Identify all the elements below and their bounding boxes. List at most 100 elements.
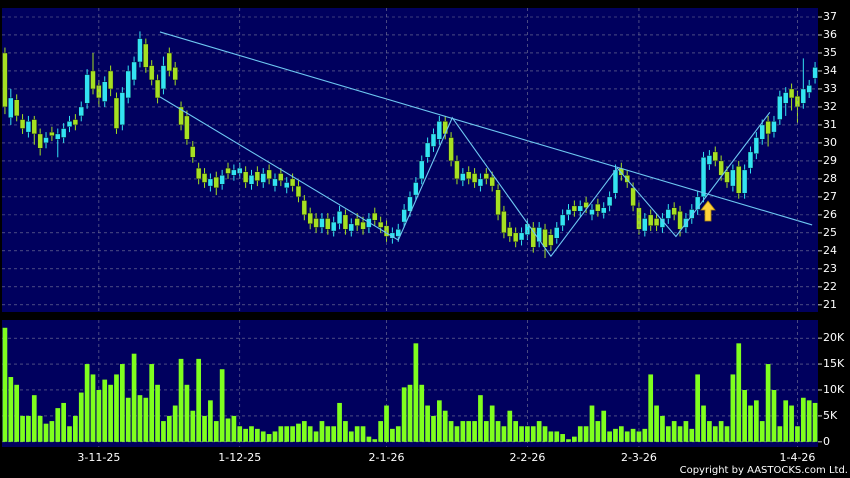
candle-body bbox=[143, 43, 149, 68]
volume-bar bbox=[237, 426, 243, 442]
candle-body bbox=[331, 221, 337, 232]
volume-bar bbox=[119, 364, 125, 442]
volume-bar bbox=[219, 369, 225, 442]
volume-bar bbox=[425, 405, 430, 442]
candle-body bbox=[671, 207, 677, 216]
candle-body bbox=[466, 171, 472, 180]
volume-bar bbox=[20, 415, 25, 442]
signal-arrow bbox=[700, 200, 716, 222]
candle-body bbox=[336, 211, 343, 225]
volume-bar bbox=[736, 343, 742, 442]
candle-body bbox=[37, 133, 43, 149]
candle-body bbox=[172, 67, 178, 81]
volume-bar bbox=[266, 434, 272, 442]
candle-body bbox=[149, 65, 155, 81]
candle-body bbox=[248, 175, 255, 185]
volume-bar bbox=[331, 426, 337, 442]
volume-bar bbox=[442, 410, 448, 442]
y-tick-label: 35 bbox=[823, 46, 837, 59]
volume-bar bbox=[513, 421, 519, 442]
y-tick-label: 28 bbox=[823, 172, 837, 185]
x-tick-label: 2-2-26 bbox=[509, 451, 545, 464]
volume-bar bbox=[390, 428, 395, 442]
volume-bar bbox=[360, 426, 366, 442]
candle-body bbox=[806, 85, 812, 93]
candle-body bbox=[372, 212, 378, 221]
volume-bar bbox=[102, 379, 108, 442]
candle-body bbox=[724, 171, 730, 183]
candle-body bbox=[8, 97, 14, 118]
candle-body bbox=[90, 70, 96, 90]
candle-body bbox=[518, 232, 525, 241]
candle-body bbox=[213, 176, 219, 189]
candle-body bbox=[442, 121, 448, 135]
volume-bar bbox=[754, 400, 759, 442]
y-tick-label: 37 bbox=[823, 10, 837, 23]
candle-body bbox=[43, 137, 49, 144]
candle-body bbox=[342, 214, 349, 230]
volume-bar bbox=[260, 431, 266, 442]
volume-bar bbox=[613, 428, 618, 442]
volume-bar bbox=[572, 436, 577, 442]
candle-body bbox=[295, 185, 302, 198]
volume-bar bbox=[795, 426, 800, 442]
volume-bar bbox=[202, 415, 207, 442]
candle-body bbox=[595, 203, 601, 212]
candle-body bbox=[266, 169, 272, 180]
volume-bar bbox=[712, 426, 718, 442]
volume-bar bbox=[161, 421, 166, 442]
y-tick-label: 15K bbox=[823, 357, 845, 370]
candle-body bbox=[348, 223, 354, 232]
volume-bar bbox=[337, 402, 342, 442]
volume-bar bbox=[806, 400, 812, 442]
volume-bar bbox=[577, 426, 583, 442]
volume-bar bbox=[213, 421, 219, 442]
candle-body bbox=[706, 155, 713, 165]
candle-body bbox=[548, 234, 554, 246]
y-tick-label: 31 bbox=[823, 118, 837, 131]
volume-bar bbox=[748, 405, 753, 442]
candle-body bbox=[718, 160, 724, 176]
volume-bar bbox=[507, 410, 513, 442]
volume-bar bbox=[131, 353, 137, 442]
volume-bar bbox=[184, 384, 190, 442]
candle-body bbox=[184, 115, 190, 140]
volume-bar bbox=[812, 402, 818, 442]
volume-bar bbox=[618, 426, 624, 442]
volume-bar bbox=[84, 364, 90, 442]
y-tick-label: 24 bbox=[823, 244, 837, 257]
volume-bar bbox=[648, 374, 654, 442]
candle-body bbox=[419, 160, 425, 180]
volume-bar bbox=[519, 426, 524, 442]
volume-bar bbox=[225, 418, 231, 442]
candle-body bbox=[783, 92, 789, 104]
candle-body bbox=[242, 171, 249, 183]
volume-bar bbox=[208, 400, 213, 442]
candle-body bbox=[430, 133, 437, 147]
candle-body bbox=[395, 229, 401, 237]
volume-bar bbox=[419, 384, 425, 442]
volume-bar bbox=[718, 421, 724, 442]
candle-body bbox=[14, 99, 20, 117]
volume-bar bbox=[460, 421, 466, 442]
candle-body bbox=[665, 209, 671, 219]
volume-bar bbox=[395, 426, 401, 442]
candle-body bbox=[84, 74, 90, 104]
y-tick-label: 36 bbox=[823, 28, 837, 41]
volume-bar bbox=[90, 374, 96, 442]
candle-body bbox=[107, 70, 114, 90]
volume-bar bbox=[125, 397, 131, 442]
volume-bar bbox=[26, 415, 31, 442]
volume-bar bbox=[155, 384, 160, 442]
volume-bar bbox=[407, 384, 413, 442]
candle-body bbox=[360, 221, 366, 230]
volume-bar bbox=[243, 428, 248, 442]
candle-body bbox=[307, 212, 313, 225]
candle-body bbox=[190, 146, 196, 158]
candle-body bbox=[694, 196, 701, 210]
candle-body bbox=[771, 121, 777, 133]
candle-body bbox=[765, 121, 771, 135]
y-tick-label: 30 bbox=[823, 136, 837, 149]
candle-body bbox=[407, 196, 413, 212]
volume-bar bbox=[378, 421, 383, 442]
